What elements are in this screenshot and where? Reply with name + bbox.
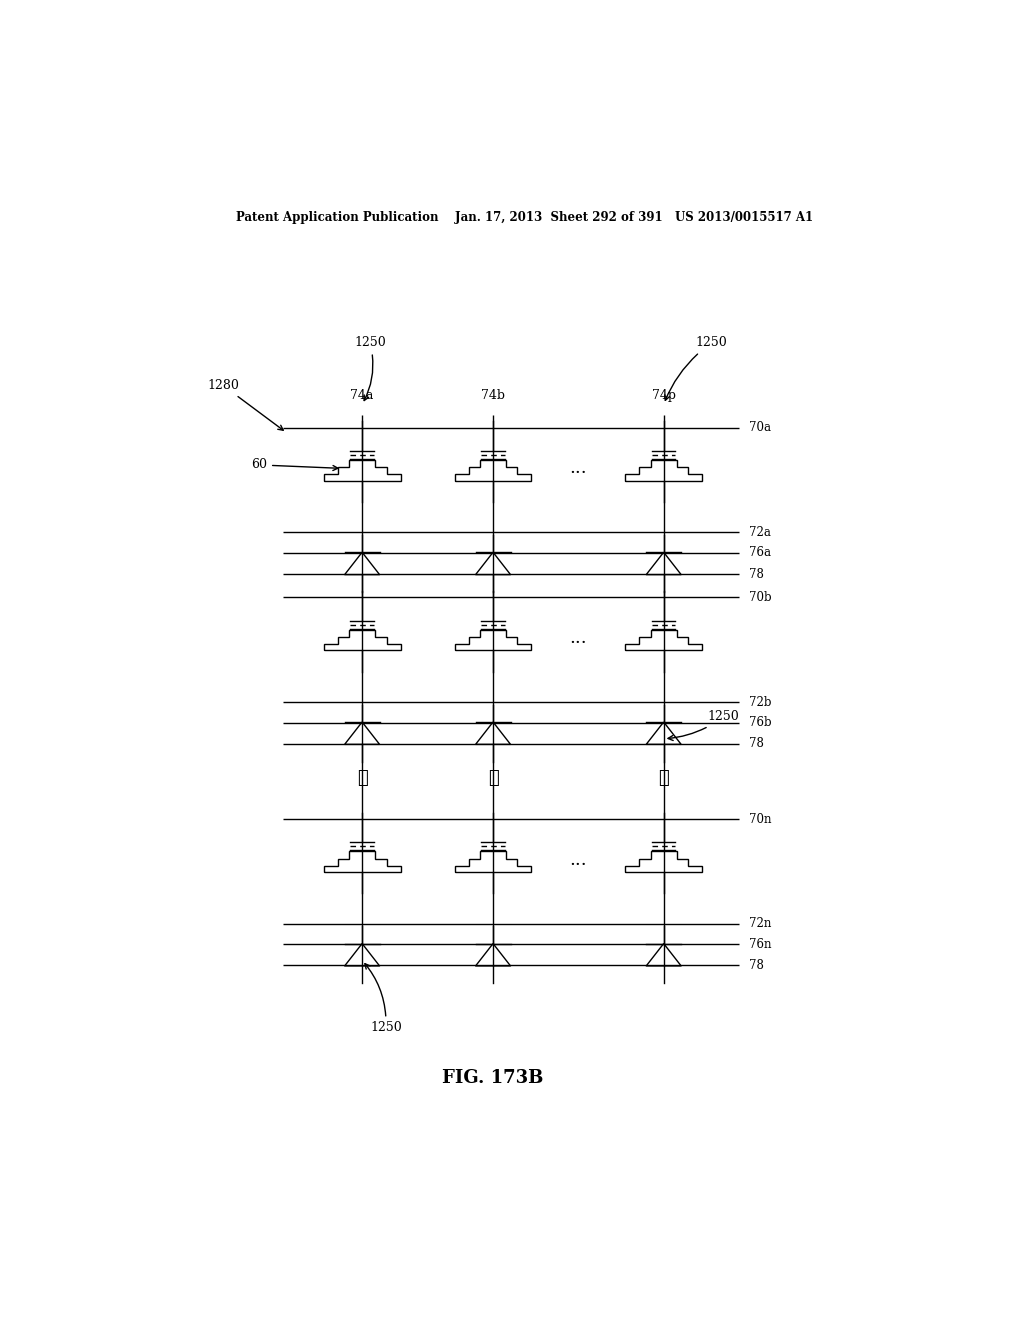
Text: 70a: 70a [749, 421, 771, 434]
Text: 72n: 72n [749, 917, 771, 931]
Text: 1250: 1250 [668, 710, 739, 741]
Text: 74a: 74a [350, 389, 374, 403]
Text: 74p: 74p [651, 389, 676, 403]
Text: 1250: 1250 [365, 964, 401, 1035]
Text: ...: ... [569, 630, 587, 647]
Text: 60: 60 [251, 458, 338, 471]
Text: 70b: 70b [749, 591, 771, 605]
Text: 76a: 76a [749, 546, 771, 560]
Text: ⋮: ⋮ [487, 770, 499, 788]
Text: 76b: 76b [749, 715, 771, 729]
Text: ...: ... [569, 459, 587, 478]
Text: ⋮: ⋮ [658, 770, 669, 788]
Text: 1250: 1250 [665, 337, 727, 400]
Text: 78: 78 [749, 568, 764, 581]
Text: ⋮: ⋮ [356, 770, 368, 788]
Text: FIG. 173B: FIG. 173B [442, 1069, 544, 1088]
Text: 72b: 72b [749, 696, 771, 709]
Text: ...: ... [569, 850, 587, 869]
Text: 1250: 1250 [354, 337, 386, 400]
Text: 1280: 1280 [207, 379, 284, 430]
Text: 76n: 76n [749, 937, 771, 950]
Text: 74b: 74b [481, 389, 505, 403]
Text: 78: 78 [749, 738, 764, 750]
Text: 78: 78 [749, 958, 764, 972]
Text: Patent Application Publication    Jan. 17, 2013  Sheet 292 of 391   US 2013/0015: Patent Application Publication Jan. 17, … [237, 211, 813, 224]
Text: 70n: 70n [749, 813, 771, 825]
Text: 72a: 72a [749, 525, 770, 539]
